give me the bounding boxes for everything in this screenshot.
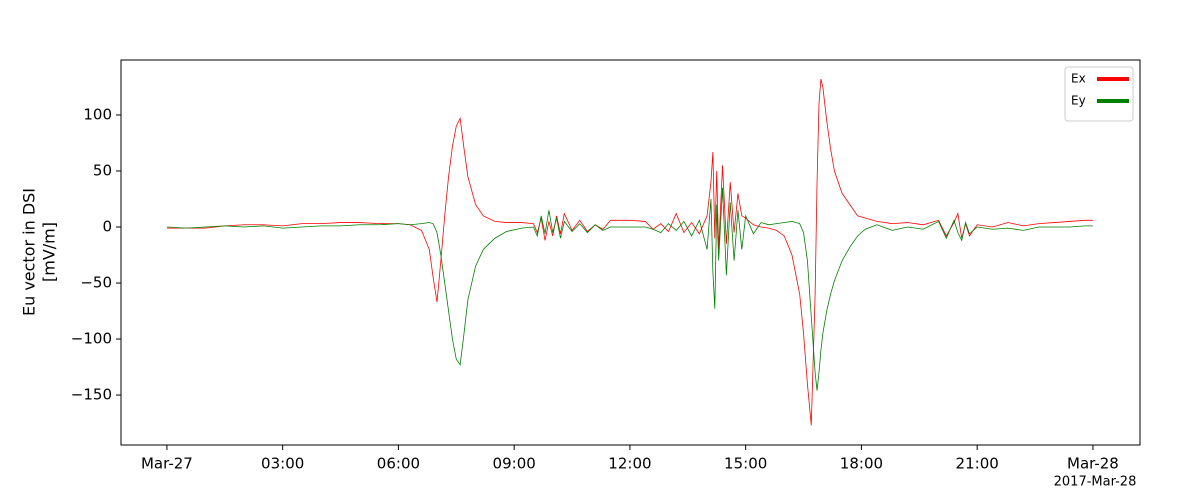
x-tick-label: 03:00 <box>261 455 304 473</box>
y-axis-label: Eu vector in DSI [mV/m] <box>20 188 59 316</box>
y-label-line: Eu vector in DSI <box>20 188 39 316</box>
y-tick-label: 0 <box>102 218 112 236</box>
x-tick-label: 21:00 <box>956 455 999 473</box>
date-annotation: 2017-Mar-28 <box>1054 475 1137 490</box>
y-tick-label: −100 <box>71 330 112 348</box>
y-tick-label: 50 <box>93 162 112 180</box>
x-tick-label: 15:00 <box>724 455 767 473</box>
x-tick-label: Mar-27 <box>141 455 193 473</box>
x-tick-label: 18:00 <box>840 455 883 473</box>
x-tick-label: 09:00 <box>493 455 536 473</box>
x-tick-label: 12:00 <box>608 455 651 473</box>
legend-label: Ey <box>1071 94 1086 108</box>
x-tick-label: 06:00 <box>377 455 420 473</box>
y-tick-label: −50 <box>80 274 112 292</box>
y-label-line: [mV/m] <box>40 222 59 282</box>
legend-label: Ex <box>1071 72 1086 86</box>
y-tick-label: 100 <box>83 106 112 124</box>
x-tick-label: Mar-28 <box>1067 455 1119 473</box>
legend: Ex Ey <box>1064 66 1134 122</box>
plot-frame <box>120 59 1141 446</box>
series-line <box>166 187 1093 391</box>
series-line <box>166 79 1093 426</box>
y-tick-label: −150 <box>71 386 112 404</box>
